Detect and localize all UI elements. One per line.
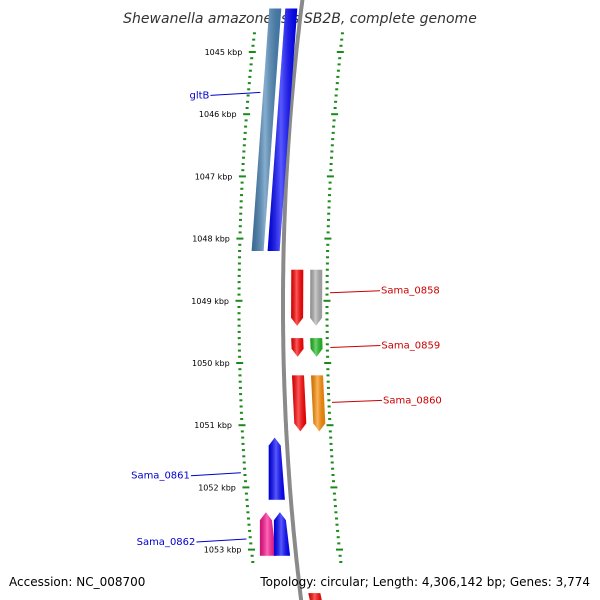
gene-feature-shade [291,338,304,357]
gene-label-leader [196,538,247,543]
inner-tick-track [323,32,344,563]
gene-label-leader [330,345,381,348]
outer-tick-track [235,32,256,563]
gene-feature-shade [291,269,304,326]
scale-label: 1046 kbp [199,110,237,119]
gene-label-sama-0860: Sama_0860 [383,395,442,406]
scale-label: 1053 kbp [204,546,242,555]
gene-label-leader [210,91,261,96]
gene-feature-shade [311,375,326,432]
scale-label: 1049 kbp [191,297,229,306]
gene-feature-shade [310,338,323,357]
gene-feature-shade [268,437,285,500]
scale-label: 1047 kbp [195,172,233,181]
gene-features [251,8,326,600]
gene-feature-shade [292,375,307,432]
gene-label-leader [329,290,381,294]
gene-feature-shade [267,8,298,251]
genome-backbone [281,0,305,600]
gene-label-leader [331,399,383,403]
scale-labels: 1045 kbp 1046 kbp 1047 kbp 1048 kbp 1049 kbp… [191,48,242,555]
gene-label-sama-0861: Sama_0861 [131,471,190,482]
gene-feature-shade [310,269,323,326]
gene-feature-shade [251,8,282,251]
gene-label-sama-0862: Sama_0862 [137,537,196,548]
gene-feature-shade [273,512,291,556]
gene-label-leader [190,472,241,477]
accession-text: Accession: NC_008700 [9,575,146,589]
gene-label-gltb: gltB [189,90,209,101]
scale-label: 1048 kbp [192,235,230,244]
gene-feature-shade [308,593,322,600]
gene-label-sama-0858: Sama_0858 [381,286,440,297]
gene-labels: gltB Sama_0858 Sama_0859 Sama_0860 Sama_0861… [131,90,442,548]
genome-summary-text: Topology: circular; Length: 4,306,142 bp… [260,575,590,589]
scale-label: 1051 kbp [194,421,232,430]
scale-label: 1050 kbp [192,359,230,368]
gene-feature-shade [259,512,277,556]
gene-label-sama-0859: Sama_0859 [381,341,440,352]
scale-label: 1045 kbp [205,48,243,57]
scale-label: 1052 kbp [198,483,236,492]
